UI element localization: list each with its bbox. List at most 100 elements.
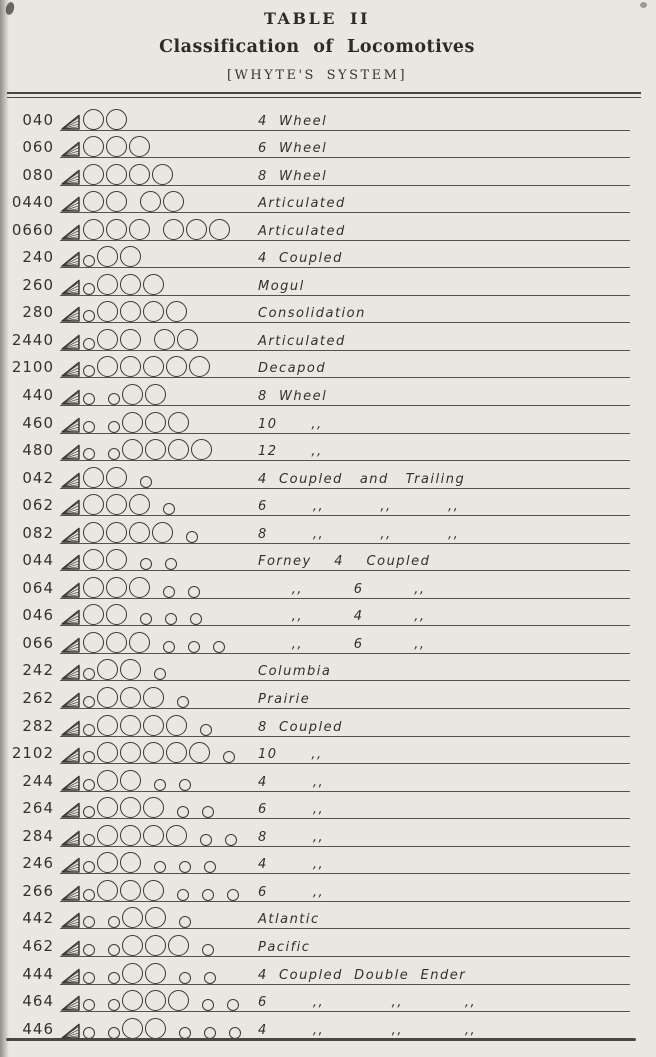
truck-wheel-icon (83, 833, 95, 846)
whyte-code: 444 (22, 964, 54, 983)
pilot-triangle-icon (61, 169, 80, 185)
row-underline (60, 1011, 630, 1013)
class-name-label: 4 ,, (258, 774, 325, 790)
truck-wheel-icon (154, 861, 166, 874)
truck-wheel-icon (83, 337, 95, 350)
table-row: 262 Prairie (0, 681, 656, 710)
row-underline (60, 129, 630, 131)
pilot-triangle-icon (61, 913, 80, 929)
whyte-code: 284 (22, 826, 54, 845)
truck-wheel-icon (83, 971, 95, 984)
driving-wheel-icon (122, 907, 143, 929)
row-underline (60, 625, 630, 627)
table-row: 260 Mogul (0, 268, 656, 296)
driving-wheel-icon (143, 687, 164, 709)
class-name-label: Consolidation (258, 306, 366, 322)
driving-wheel-icon (177, 328, 198, 350)
driving-wheel-icon (120, 769, 141, 791)
table-row: 060 6 Wheel (0, 131, 656, 159)
pilot-triangle-icon (61, 775, 80, 791)
table-row: 446 4 ,, ,, ,, (0, 1012, 656, 1040)
pilot-triangle-icon (61, 224, 80, 240)
driving-wheel-icon (120, 328, 141, 350)
driving-wheel-icon (122, 1017, 143, 1039)
driving-wheel-icon (191, 439, 212, 461)
wheel-arrangement-diagram (61, 466, 153, 488)
driving-wheel-icon (120, 797, 141, 819)
driving-wheel-icon (129, 521, 150, 543)
table-rows: 040 4 Wheel 060 6 Wheel 080 (0, 103, 656, 1040)
driving-wheel-icon (143, 301, 164, 323)
driving-wheel-icon (83, 576, 104, 598)
truck-wheel-icon (140, 613, 152, 626)
table-row: 284 8 ,, (0, 819, 656, 847)
truck-wheel-icon (83, 861, 95, 874)
driving-wheel-icon (186, 218, 207, 240)
wheel-arrangement-diagram (61, 934, 215, 956)
row-underline (60, 377, 630, 379)
truck-wheel-icon (188, 640, 200, 653)
pilot-triangle-icon (61, 885, 80, 901)
driving-wheel-icon (106, 549, 127, 571)
driving-wheel-icon (143, 879, 164, 901)
class-name-label: 12 ,, (258, 444, 323, 460)
wheel-arrangement-diagram (61, 687, 190, 709)
wheel-arrangement-diagram (61, 1017, 242, 1039)
truck-wheel-icon (108, 971, 120, 984)
pilot-triangle-icon (61, 665, 80, 681)
whyte-code: 246 (22, 854, 54, 873)
pilot-triangle-icon (61, 720, 80, 736)
truck-wheel-icon (83, 282, 95, 295)
driving-wheel-icon (129, 631, 150, 653)
driving-wheel-icon (120, 714, 141, 736)
driving-wheel-icon (145, 439, 166, 461)
table-row: 082 8 ,, ,, ,, (0, 516, 656, 544)
row-underline (60, 955, 630, 957)
wheel-arrangement-diagram (61, 494, 176, 516)
truck-wheel-icon (140, 475, 152, 488)
whyte-code: 080 (22, 165, 54, 184)
table-row: 242 Columbia (0, 654, 656, 682)
truck-wheel-icon (108, 393, 120, 406)
driving-wheel-icon (163, 191, 184, 213)
wheel-arrangement-diagram (61, 769, 192, 791)
driving-wheel-icon (143, 273, 164, 295)
whyte-code: 480 (22, 441, 54, 460)
driving-wheel-icon (120, 273, 141, 295)
table-row: 040 4 Wheel (0, 103, 656, 131)
whyte-code: 0440 (11, 193, 54, 212)
row-underline (60, 652, 630, 654)
wheel-arrangement-diagram (61, 907, 192, 929)
row-underline (60, 294, 630, 296)
scan-edge-shadow (0, 0, 9, 1057)
truck-wheel-icon (202, 999, 214, 1012)
driving-wheel-icon (106, 218, 127, 240)
row-underline (60, 515, 630, 517)
table-subtitle: Classification of Locomotives (159, 37, 475, 57)
class-name-label: 6 ,, (258, 884, 325, 900)
driving-wheel-icon (83, 521, 104, 543)
whyte-code: 046 (22, 606, 54, 625)
driving-wheel-icon (106, 494, 127, 516)
driving-wheel-icon (97, 687, 118, 709)
driving-wheel-icon (120, 356, 141, 378)
whyte-code: 262 (22, 689, 54, 708)
truck-wheel-icon (177, 806, 189, 819)
system-caption: [WHYTE'S SYSTEM] (226, 68, 408, 83)
row-underline (60, 983, 630, 985)
truck-wheel-icon (83, 448, 95, 461)
wheel-arrangement-diagram (61, 163, 174, 185)
truck-wheel-icon (227, 888, 239, 901)
driving-wheel-icon (143, 356, 164, 378)
driving-wheel-icon (145, 411, 166, 433)
table-row: 062 6 ,, ,, ,, (0, 489, 656, 517)
driving-wheel-icon (120, 301, 141, 323)
driving-wheel-icon (166, 356, 187, 378)
row-underline (60, 928, 630, 930)
wheel-arrangement-diagram (61, 990, 240, 1012)
driving-wheel-icon (168, 411, 189, 433)
table-row: 2102 10 ,, (0, 737, 656, 765)
truck-wheel-icon (154, 778, 166, 791)
class-name-label: Articulated (258, 223, 346, 239)
